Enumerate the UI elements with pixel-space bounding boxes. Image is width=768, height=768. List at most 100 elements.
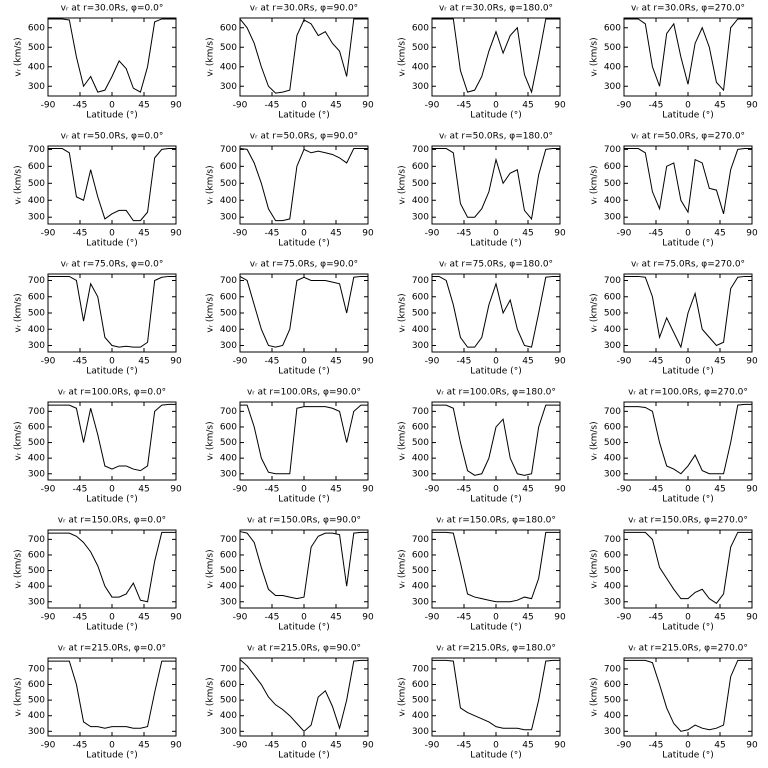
- panel-title: vᵣ at r=150.0Rs, φ=270.0°: [628, 516, 748, 526]
- y-tick-label: 600: [412, 680, 429, 690]
- y-tick-label: 300: [604, 82, 621, 92]
- panel-title: vᵣ at r=75.0Rs, φ=180.0°: [439, 260, 553, 270]
- x-tick-label: -90: [41, 741, 56, 751]
- y-tick-label: 600: [604, 162, 621, 172]
- x-axis-label: Latitude (°): [86, 111, 137, 121]
- y-tick-label: 700: [220, 145, 237, 155]
- panel-title: vᵣ at r=100.0Rs, φ=90.0°: [247, 388, 361, 398]
- y-tick-label: 300: [28, 82, 45, 92]
- plot-frame: [623, 657, 753, 737]
- plot-frame: [47, 17, 177, 97]
- y-tick-label: 600: [220, 422, 237, 432]
- x-tick-label: 90: [746, 741, 758, 751]
- x-axis-label: Latitude (°): [470, 495, 521, 505]
- y-tick-label: 600: [28, 292, 45, 302]
- data-line: [48, 531, 176, 603]
- y-tick-label: 700: [412, 407, 429, 417]
- x-axis-label: Latitude (°): [662, 111, 713, 121]
- plot-frame: [47, 657, 177, 737]
- y-tick-label: 400: [28, 582, 45, 592]
- y-tick-label: 400: [220, 582, 237, 592]
- x-axis-label: Latitude (°): [86, 751, 137, 761]
- y-tick-label: 600: [412, 550, 429, 560]
- y-axis-label: vᵣ (km/s): [398, 293, 408, 332]
- y-axis-label: vᵣ (km/s): [206, 549, 216, 588]
- y-tick-label: 300: [220, 82, 237, 92]
- x-tick-label: 0: [301, 357, 307, 367]
- y-tick-label: 600: [412, 23, 429, 33]
- y-tick-label: 600: [28, 23, 45, 33]
- x-tick-label: -90: [41, 357, 56, 367]
- panel-title: vᵣ at r=50.0Rs, φ=180.0°: [439, 132, 553, 142]
- x-tick-label: 45: [330, 229, 341, 239]
- y-axis-label: vᵣ (km/s): [14, 165, 24, 204]
- x-tick-label: 0: [493, 357, 499, 367]
- y-tick-label: 400: [220, 196, 237, 206]
- x-tick-label: -45: [73, 101, 88, 111]
- x-tick-label: -90: [233, 613, 248, 623]
- y-tick-label: 400: [604, 62, 621, 72]
- x-tick-label: 90: [170, 229, 182, 239]
- y-tick-label: 600: [604, 422, 621, 432]
- x-tick-label: -45: [73, 485, 88, 495]
- panel-title: vᵣ at r=30.0Rs, φ=180.0°: [439, 4, 553, 14]
- y-axis-label: vᵣ (km/s): [206, 37, 216, 76]
- panel-title: vᵣ at r=100.0Rs, φ=0.0°: [58, 388, 166, 398]
- x-tick-label: 45: [138, 357, 149, 367]
- y-tick-label: 400: [220, 62, 237, 72]
- x-tick-label: -90: [425, 357, 440, 367]
- y-axis-label: vᵣ (km/s): [590, 677, 600, 716]
- data-line: [432, 404, 560, 476]
- panel-title: vᵣ at r=215.0Rs, φ=180.0°: [436, 644, 556, 654]
- y-tick-label: 500: [28, 179, 45, 189]
- y-tick-label: 600: [412, 422, 429, 432]
- y-tick-label: 400: [604, 325, 621, 335]
- y-tick-label: 700: [220, 276, 237, 286]
- y-tick-label: 600: [28, 162, 45, 172]
- y-axis-label: vᵣ (km/s): [206, 677, 216, 716]
- x-tick-label: -45: [457, 357, 472, 367]
- panel-title: vᵣ at r=30.0Rs, φ=0.0°: [61, 4, 164, 14]
- y-axis-label: vᵣ (km/s): [14, 37, 24, 76]
- x-axis-label: Latitude (°): [470, 367, 521, 377]
- data-line: [432, 18, 560, 94]
- y-tick-label: 600: [28, 550, 45, 560]
- data-line: [48, 275, 176, 348]
- y-tick-label: 600: [220, 680, 237, 690]
- y-tick-label: 600: [220, 550, 237, 560]
- plot-frame: [47, 401, 177, 481]
- plot-frame: [431, 17, 561, 97]
- y-tick-label: 600: [220, 292, 237, 302]
- x-tick-label: -45: [457, 101, 472, 111]
- y-tick-label: 300: [604, 469, 621, 479]
- x-tick-label: -45: [649, 229, 664, 239]
- x-axis-label: Latitude (°): [662, 367, 713, 377]
- x-tick-label: -90: [425, 485, 440, 495]
- x-tick-label: -45: [649, 613, 664, 623]
- y-tick-label: 500: [604, 309, 621, 319]
- y-tick-label: 400: [412, 454, 429, 464]
- y-tick-label: 500: [604, 566, 621, 576]
- x-tick-label: 90: [362, 485, 374, 495]
- data-line: [48, 148, 176, 222]
- x-tick-label: -45: [73, 229, 88, 239]
- x-tick-label: 0: [493, 613, 499, 623]
- x-tick-label: -90: [41, 101, 56, 111]
- x-tick-label: 45: [138, 613, 149, 623]
- y-axis-label: vᵣ (km/s): [14, 677, 24, 716]
- y-tick-label: 400: [604, 454, 621, 464]
- y-axis-label: vᵣ (km/s): [590, 37, 600, 76]
- x-tick-label: 0: [109, 485, 115, 495]
- x-tick-label: 90: [554, 613, 566, 623]
- x-tick-label: -90: [233, 229, 248, 239]
- y-tick-label: 500: [220, 43, 237, 53]
- y-tick-label: 300: [220, 213, 237, 223]
- x-tick-label: 90: [362, 357, 374, 367]
- y-tick-label: 300: [412, 597, 429, 607]
- x-axis-label: Latitude (°): [86, 623, 137, 633]
- data-line: [432, 148, 560, 221]
- y-tick-label: 700: [412, 535, 429, 545]
- x-axis-label: Latitude (°): [86, 495, 137, 505]
- x-tick-label: 45: [714, 357, 725, 367]
